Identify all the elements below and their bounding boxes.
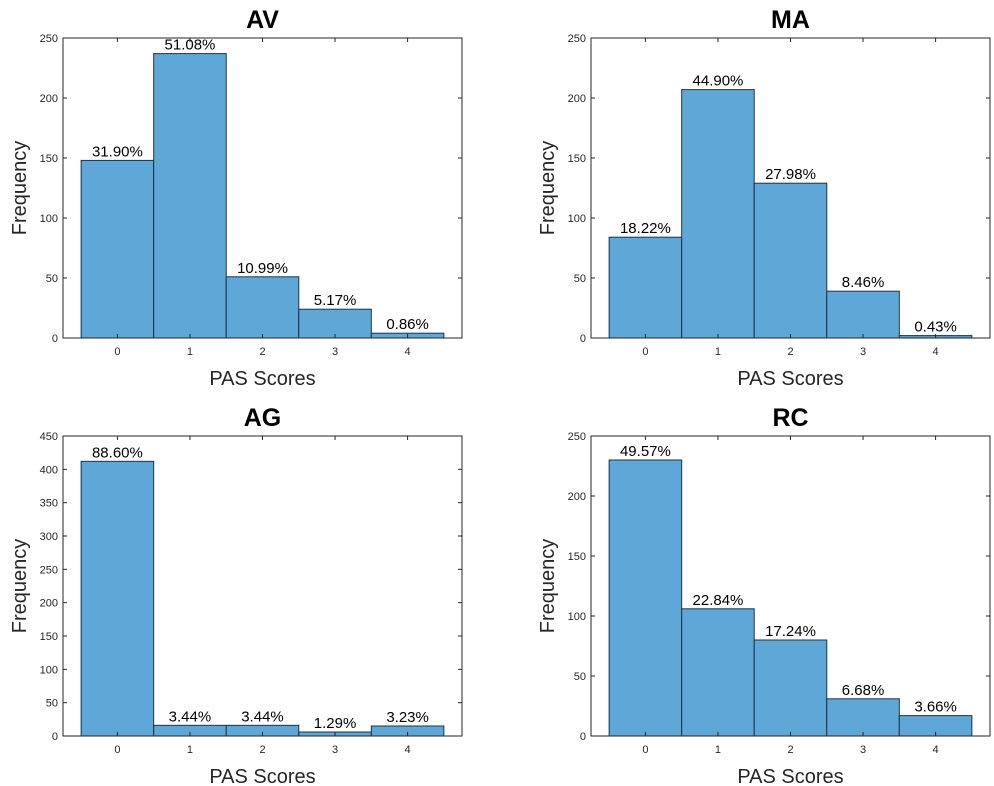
data-label: 6.68% <box>842 682 885 699</box>
bar[interactable] <box>826 290 900 339</box>
data-label: 3.66% <box>914 699 957 716</box>
y-tick-label: 150 <box>568 551 586 563</box>
y-tick-label: 350 <box>40 498 58 510</box>
data-label: 49.57% <box>620 443 671 460</box>
y-tick-label: 100 <box>568 213 586 225</box>
data-label: 1.29% <box>314 715 357 732</box>
data-label: 88.60% <box>92 444 143 461</box>
chart-ag: 88.60% 3.44% 3.44% 1.29% 3.23% 0 1 2 3 4 0 50 100 150… <box>9 404 463 786</box>
data-label: 22.84% <box>693 592 744 609</box>
bar[interactable] <box>298 308 372 339</box>
y-tick-label: 200 <box>40 93 58 105</box>
data-label: 51.08% <box>165 37 216 54</box>
x-tick-label: 4 <box>405 346 411 358</box>
x-axis-label: PAS Scores <box>209 766 315 786</box>
y-tick-label: 200 <box>40 598 58 610</box>
y-tick-label: 150 <box>40 153 58 165</box>
y-tick-label: 400 <box>40 464 58 476</box>
x-tick-label: 1 <box>715 744 721 756</box>
y-axis-label: Frequency <box>9 539 31 634</box>
x-tick-label: 4 <box>933 346 939 358</box>
y-tick-label: 100 <box>40 213 58 225</box>
x-tick-label: 2 <box>787 346 793 358</box>
y-tick-label: 150 <box>568 153 586 165</box>
x-tick-label: 1 <box>187 744 193 756</box>
y-axis-label: Frequency <box>537 141 559 236</box>
x-axis-label: PAS Scores <box>737 368 843 390</box>
y-tick-label: 250 <box>40 564 58 576</box>
data-label: 27.98% <box>765 166 816 183</box>
bar[interactable] <box>608 236 683 339</box>
x-tick-label: 3 <box>860 346 866 358</box>
y-axis-label: Frequency <box>537 539 559 634</box>
y-tick-label: 50 <box>574 273 586 285</box>
x-tick-label: 2 <box>259 346 265 358</box>
bar[interactable] <box>753 182 828 339</box>
y-tick-label: 0 <box>52 333 58 345</box>
data-label: 17.24% <box>765 623 816 640</box>
data-label: 44.90% <box>693 73 744 90</box>
x-tick-label: 1 <box>715 346 721 358</box>
x-axis-label: PAS Scores <box>209 368 315 390</box>
x-tick-label: 2 <box>259 744 265 756</box>
x-tick-label: 0 <box>642 744 648 756</box>
bar[interactable] <box>80 159 155 339</box>
x-tick-label: 4 <box>933 744 939 756</box>
y-tick-label: 0 <box>52 731 58 743</box>
y-tick-label: 50 <box>574 671 586 683</box>
bar[interactable] <box>608 459 683 737</box>
y-tick-label: 300 <box>40 531 58 543</box>
y-axis-label: Frequency <box>9 141 31 236</box>
y-tick-label: 0 <box>580 333 586 345</box>
y-tick-label: 250 <box>568 33 586 45</box>
y-tick-label: 200 <box>568 491 586 503</box>
data-label: 18.22% <box>620 220 671 237</box>
y-tick-label: 200 <box>568 93 586 105</box>
x-axis-label: PAS Scores <box>737 766 843 786</box>
y-tick-label: 250 <box>40 33 58 45</box>
y-tick-label: 50 <box>46 698 58 710</box>
x-tick-label: 1 <box>187 346 193 358</box>
x-tick-label: 0 <box>642 346 648 358</box>
x-tick-label: 3 <box>860 744 866 756</box>
bar[interactable] <box>225 276 300 339</box>
data-label: 0.43% <box>914 319 957 336</box>
data-label: 3.44% <box>169 708 212 725</box>
data-label: 0.86% <box>386 316 429 333</box>
chart-ma: 18.22% 44.90% 27.98% 8.46% 0.43% 0 1 2 3 4 0 50 100 1… <box>537 6 991 390</box>
x-tick-label: 2 <box>787 744 793 756</box>
y-tick-label: 150 <box>40 631 58 643</box>
chart-rc: 49.57% 22.84% 17.24% 6.68% 3.66% 0 1 2 3 4 0 50 100 1… <box>537 404 991 786</box>
chart-title: MA <box>771 6 810 34</box>
chart-title: RC <box>772 404 808 432</box>
bar[interactable] <box>753 639 828 737</box>
y-tick-label: 0 <box>580 731 586 743</box>
x-tick-label: 3 <box>332 744 338 756</box>
bar[interactable] <box>153 53 227 339</box>
x-tick-label: 0 <box>114 744 120 756</box>
y-tick-label: 50 <box>46 273 58 285</box>
y-tick-label: 450 <box>40 431 58 443</box>
data-label: 8.46% <box>842 274 885 291</box>
data-label: 10.99% <box>237 260 288 277</box>
y-tick-label: 100 <box>40 664 58 676</box>
bar[interactable] <box>80 460 155 737</box>
data-label: 31.90% <box>92 143 143 160</box>
bar[interactable] <box>681 608 755 737</box>
x-tick-label: 4 <box>405 744 411 756</box>
x-tick-label: 3 <box>332 346 338 358</box>
x-tick-label: 0 <box>114 346 120 358</box>
chart-title: AG <box>244 404 282 432</box>
y-tick-label: 250 <box>568 431 586 443</box>
chart-av: 31.90% 51.08% 10.99% 5.17% 0.86% 0 1 2 3 4 0 50 100 1… <box>9 6 463 390</box>
y-tick-label: 100 <box>568 611 586 623</box>
bar[interactable] <box>826 698 900 737</box>
data-label: 3.44% <box>241 708 284 725</box>
bar[interactable] <box>681 89 755 339</box>
chart-title: AV <box>246 6 279 34</box>
data-label: 3.23% <box>386 709 429 726</box>
data-label: 5.17% <box>314 292 357 309</box>
